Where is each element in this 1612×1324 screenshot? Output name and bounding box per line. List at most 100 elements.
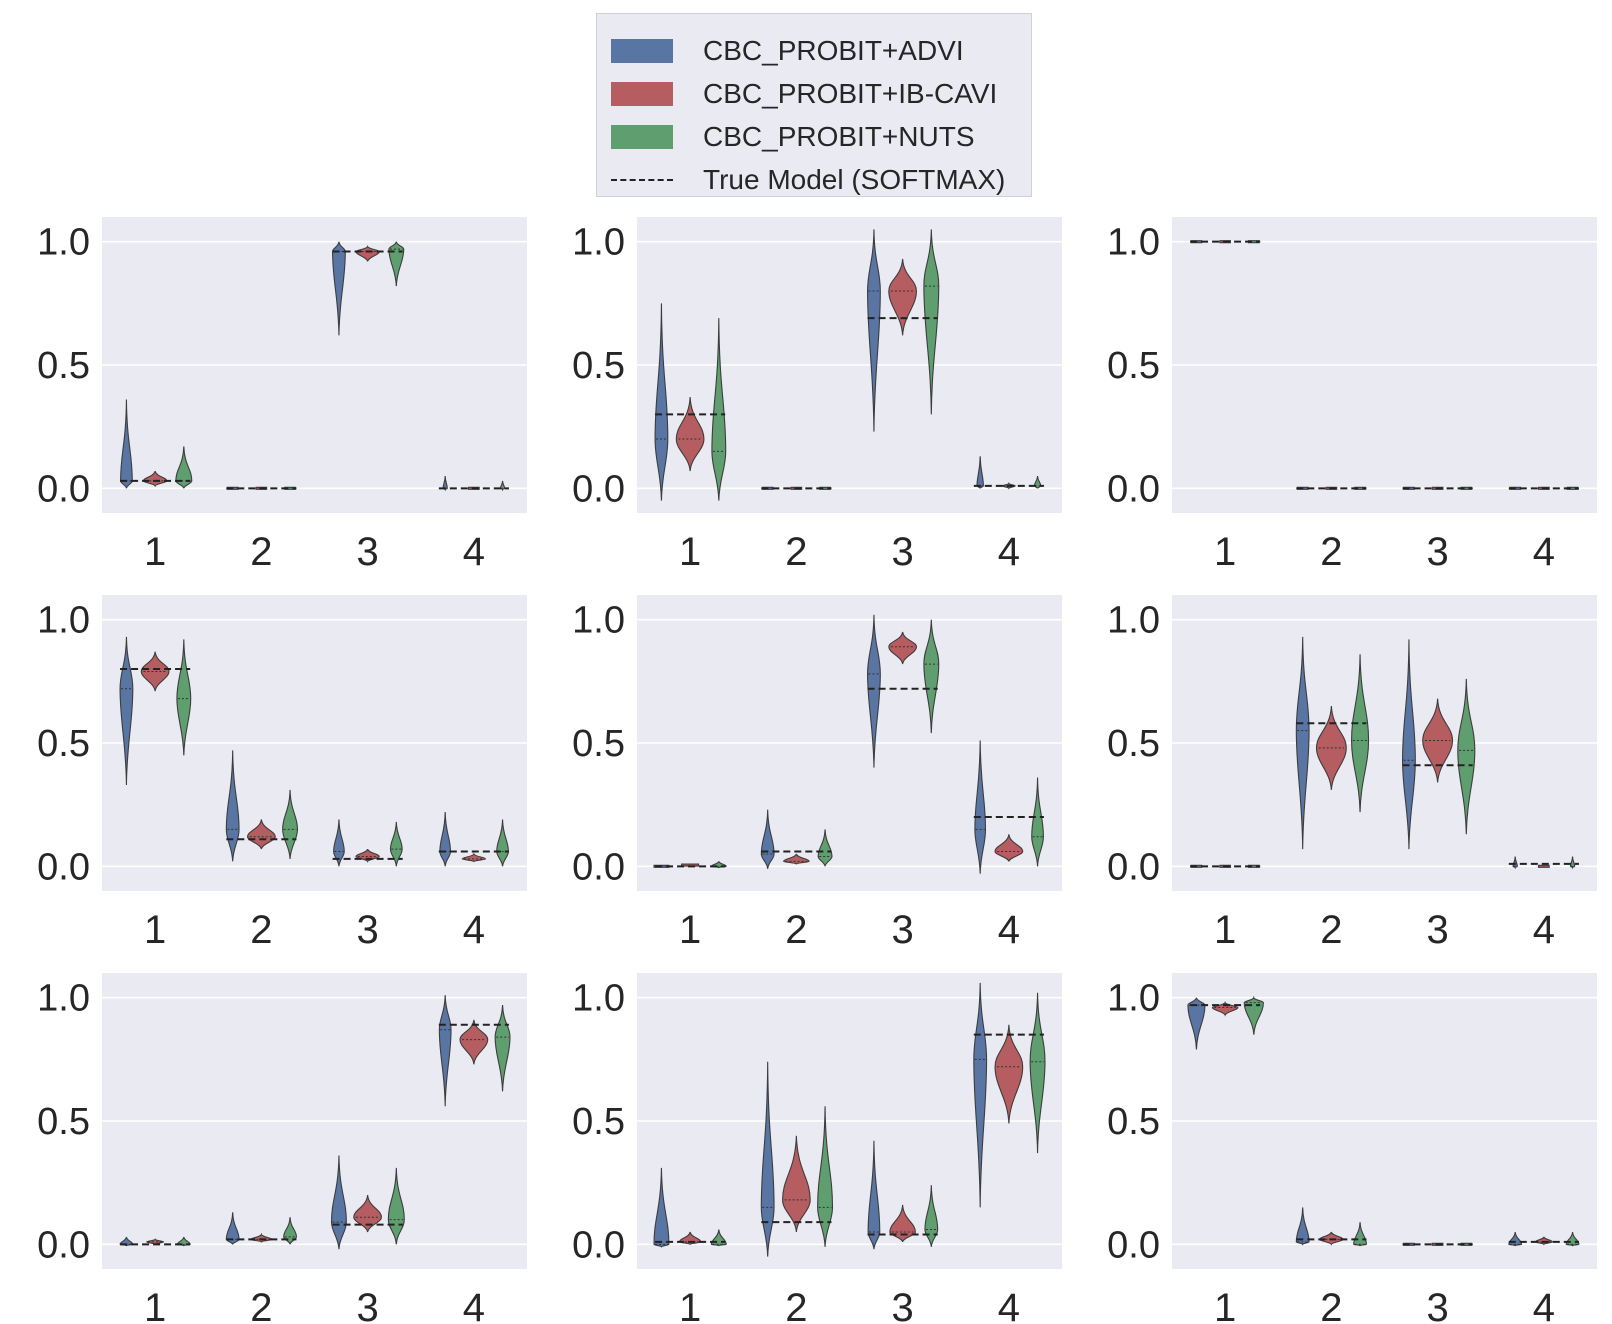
y-tick-label: 1.0 — [37, 600, 90, 642]
violin — [924, 1185, 939, 1247]
violin — [438, 995, 452, 1107]
legend-label-nuts: CBC_PROBIT+NUTS — [703, 121, 975, 152]
violin — [817, 829, 833, 867]
violin — [817, 1106, 834, 1247]
violin — [678, 1231, 702, 1246]
x-tick-label: 4 — [463, 530, 485, 574]
x-tick-label: 1 — [1214, 1286, 1236, 1324]
legend-swatch-ib-cavi — [611, 82, 673, 106]
y-tick-label: 0.0 — [1107, 468, 1160, 510]
x-tick-label: 1 — [144, 1286, 166, 1324]
violin — [140, 651, 170, 692]
panel-4: 0.0 0.5 1.0 1 2 3 4 — [37, 595, 527, 952]
x-tick-label: 4 — [463, 908, 485, 952]
x-tick-label: 2 — [1320, 1286, 1342, 1324]
x-tick-label: 4 — [463, 1286, 485, 1324]
x-tick-label: 1 — [679, 1286, 701, 1324]
legend: CBC_PROBIT+ADVI CBC_PROBIT+IB-CAVI CBC_P… — [596, 13, 1032, 197]
y-tick-label: 0.5 — [1107, 345, 1160, 387]
violin — [499, 480, 506, 492]
panel-5: 0.0 0.5 1.0 1 2 3 4 — [572, 595, 1062, 952]
x-tick-label: 3 — [892, 530, 914, 574]
x-tick-label: 3 — [357, 1286, 379, 1324]
y-tick-label: 0.5 — [572, 345, 625, 387]
x-tick-label: 3 — [1427, 530, 1449, 574]
violin — [332, 241, 346, 336]
violin — [1402, 639, 1416, 850]
legend-swatch-advi — [611, 39, 673, 63]
legend-entry-ib-cavi: CBC_PROBIT+IB-CAVI — [611, 78, 997, 109]
x-tick-label: 4 — [998, 908, 1020, 952]
violin — [225, 1212, 240, 1245]
x-tick-label: 4 — [1533, 908, 1555, 952]
legend-swatch-nuts — [611, 125, 673, 149]
violin — [1243, 995, 1264, 1035]
x-tick-label: 1 — [144, 530, 166, 574]
legend-entry-advi: CBC_PROBIT+ADVI — [611, 35, 964, 66]
x-tick-label: 4 — [1533, 530, 1555, 574]
violin — [176, 639, 192, 756]
violin — [1295, 636, 1310, 850]
violin — [923, 229, 940, 415]
x-tick-label: 3 — [1427, 1286, 1449, 1324]
violin — [888, 631, 917, 665]
y-tick-label: 0.0 — [37, 1224, 90, 1266]
violin — [973, 982, 988, 1208]
y-tick-label: 1.0 — [1107, 600, 1160, 642]
y-tick-label: 0.5 — [1107, 723, 1160, 765]
violin — [867, 1140, 881, 1250]
violin — [355, 244, 380, 262]
violin — [142, 470, 168, 488]
violin — [439, 812, 452, 867]
violin — [1319, 1231, 1344, 1246]
violin — [782, 1135, 811, 1233]
violin — [888, 258, 917, 336]
panel-6: 0.0 0.5 1.0 1 2 3 4 — [1107, 595, 1597, 952]
violin — [119, 636, 134, 785]
violin — [1295, 1207, 1310, 1246]
y-tick-label: 0.0 — [1107, 846, 1160, 888]
violin — [711, 318, 727, 501]
legend-label-advi: CBC_PROBIT+ADVI — [703, 35, 964, 66]
violin — [1187, 997, 1206, 1050]
violin — [974, 740, 987, 874]
violin — [459, 1019, 489, 1065]
y-tick-label: 1.0 — [37, 978, 90, 1020]
x-tick-label: 1 — [679, 530, 701, 574]
violin — [120, 399, 133, 489]
x-tick-label: 3 — [357, 530, 379, 574]
violin — [654, 303, 669, 501]
y-tick-label: 0.5 — [1107, 1101, 1160, 1143]
violin — [442, 475, 448, 492]
x-tick-label: 2 — [250, 1286, 272, 1324]
violin — [760, 1061, 775, 1257]
violin — [175, 446, 193, 489]
violin — [353, 1194, 382, 1233]
violin — [283, 1217, 297, 1245]
panel-1: 0.0 0.5 1.0 1 2 3 4 — [37, 217, 527, 574]
legend-entry-nuts: CBC_PROBIT+NUTS — [611, 121, 975, 152]
violin — [1457, 678, 1476, 835]
y-tick-label: 1.0 — [37, 222, 90, 264]
violin — [388, 241, 405, 287]
violin — [923, 619, 940, 734]
violin — [976, 456, 984, 489]
x-tick-label: 2 — [785, 908, 807, 952]
x-tick-label: 3 — [1427, 908, 1449, 952]
violin — [496, 819, 509, 867]
y-tick-label: 1.0 — [1107, 222, 1160, 264]
y-tick-label: 0.0 — [37, 846, 90, 888]
panel-9: 0.0 0.5 1.0 1 2 3 4 — [1107, 973, 1597, 1324]
violin — [1538, 864, 1550, 868]
y-tick-label: 1.0 — [572, 222, 625, 264]
x-tick-label: 4 — [998, 1286, 1020, 1324]
x-tick-label: 2 — [785, 1286, 807, 1324]
violin — [250, 1232, 273, 1243]
y-tick-label: 0.0 — [572, 846, 625, 888]
y-tick-label: 1.0 — [572, 600, 625, 642]
x-tick-label: 4 — [1533, 1286, 1555, 1324]
x-tick-label: 3 — [357, 908, 379, 952]
violin — [1351, 654, 1370, 813]
x-tick-label: 2 — [250, 530, 272, 574]
